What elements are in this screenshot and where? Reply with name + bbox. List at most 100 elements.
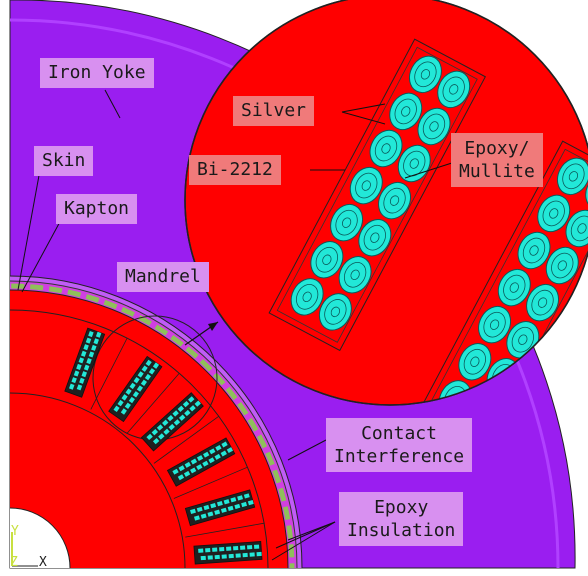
conductor-strand xyxy=(220,507,227,513)
conductor-strand xyxy=(148,368,156,375)
conductor-strand xyxy=(318,293,352,331)
conductor-strand xyxy=(220,450,227,457)
conductor-strand xyxy=(85,337,92,344)
conductor-strand xyxy=(76,384,83,391)
conductor-strand xyxy=(125,388,132,395)
conductor-strand xyxy=(184,409,191,417)
axis-x-label: X xyxy=(39,555,47,570)
conductor-strand xyxy=(140,379,148,387)
conductor-strand xyxy=(128,396,135,404)
conductor-strand xyxy=(242,552,248,558)
conductor-strand xyxy=(196,506,203,513)
conductor-strand xyxy=(88,331,94,338)
leader-iron-yoke xyxy=(104,89,121,119)
slot-divider xyxy=(126,373,180,434)
conductor-strand xyxy=(330,203,364,242)
conductor-strand xyxy=(437,70,471,109)
slot-divider xyxy=(153,416,219,464)
conductor-strand xyxy=(253,544,260,549)
zoom-detail-content xyxy=(268,38,588,405)
conductor-strand xyxy=(237,495,244,501)
leader-silver-2 xyxy=(341,111,386,125)
conductor-strand xyxy=(226,447,234,454)
label-epoxy-insulation: Epoxy Insulation xyxy=(339,492,464,546)
axis-y-label: Y xyxy=(11,524,19,539)
conductor-strand xyxy=(408,55,442,94)
conductor-strand xyxy=(219,547,225,552)
conductor-strand xyxy=(200,555,206,561)
conductor-strand xyxy=(215,444,222,451)
leader-epoxy-mullite xyxy=(404,161,456,179)
conductor-strand xyxy=(205,547,211,553)
label-kapton: Kapton xyxy=(56,194,138,224)
leader-silver-1 xyxy=(341,103,386,113)
conductor-strand xyxy=(133,376,140,384)
conductor-strand xyxy=(198,548,204,553)
conductor-strand xyxy=(71,377,77,384)
conductor-strand xyxy=(214,509,221,515)
conductor-strand xyxy=(517,231,551,270)
conductor-strand xyxy=(556,157,588,196)
conductor-strand xyxy=(162,419,169,426)
label-epoxy-mullite-line1: Epoxy/ xyxy=(464,138,530,159)
conductor-strand xyxy=(378,181,412,220)
coil-slot xyxy=(64,327,106,398)
conductor-strand xyxy=(183,470,191,477)
label-mandrel: Mandrel xyxy=(117,262,209,292)
conductor-strand xyxy=(221,554,227,559)
conductor-strand xyxy=(81,371,87,378)
conductor-strand xyxy=(178,414,186,421)
conductor-strand xyxy=(113,405,120,413)
conductor-strand xyxy=(120,408,127,415)
label-epoxy-mullite-line2: Mullite xyxy=(459,161,535,182)
label-iron-yoke: Iron Yoke xyxy=(40,58,154,88)
coil-slots xyxy=(64,327,265,565)
label-silver: Silver xyxy=(233,96,315,126)
conductor-strand xyxy=(235,553,241,558)
conductor-strand xyxy=(190,467,197,474)
conductor-strand xyxy=(79,377,85,384)
conductor-strand xyxy=(177,405,185,412)
conductor-strand xyxy=(202,460,209,467)
conductor-strand xyxy=(163,428,170,435)
conductor-strand xyxy=(526,283,560,322)
conductor-strand xyxy=(228,553,234,559)
conductor-strand xyxy=(203,451,210,458)
leader-skin xyxy=(17,169,41,291)
label-epoxy-insulation-line1: Epoxy xyxy=(374,497,429,518)
conductor-strand xyxy=(144,373,152,381)
conductor-strand xyxy=(209,448,216,455)
coil-slot xyxy=(193,541,263,565)
conductor-strand xyxy=(76,363,82,370)
conductor-strand xyxy=(214,453,221,460)
conductor-strand xyxy=(234,503,241,510)
conductor-strand xyxy=(497,268,531,307)
conductor-strand xyxy=(137,371,144,378)
conductor-strand xyxy=(214,554,220,560)
conductor-strand xyxy=(203,504,210,511)
conductor-strand xyxy=(417,107,451,146)
conductor-strand xyxy=(178,465,185,472)
conductor-strand xyxy=(537,194,571,233)
conductor-strand xyxy=(338,256,372,294)
conductor-strand xyxy=(545,246,579,285)
conductor-strand xyxy=(310,241,344,279)
conductor-strand xyxy=(249,552,255,557)
conductor-strand xyxy=(173,419,181,426)
zoom-arrow-head xyxy=(208,322,218,331)
label-bi-2212: Bi-2212 xyxy=(189,155,281,185)
conductor-strand xyxy=(73,370,80,377)
conductor-strand xyxy=(86,358,92,365)
conductor-strand xyxy=(223,499,230,505)
conductor-strand xyxy=(240,545,246,550)
conductor-strand xyxy=(182,400,190,408)
conductor-strand xyxy=(83,364,90,371)
label-contact-line1: Contact xyxy=(361,423,437,444)
label-contact-line2: Interference xyxy=(334,446,465,467)
conductor-strand xyxy=(117,399,124,407)
conductor-strand xyxy=(389,92,423,131)
conductor-strand xyxy=(95,331,102,338)
conductor-strand xyxy=(156,424,164,431)
label-epoxy-mullite: Epoxy/ Mullite xyxy=(451,133,543,187)
